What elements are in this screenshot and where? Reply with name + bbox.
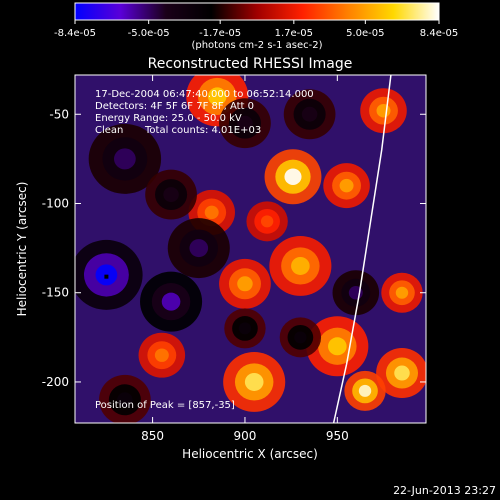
annotation-total-counts: Total counts: 4.01E+03 — [144, 125, 261, 136]
heatmap-source — [207, 87, 227, 106]
annotation-detectors: Detectors: 4F 5F 6F 7F 8F, Att 0 — [95, 101, 254, 112]
heatmap-source — [395, 286, 409, 299]
colorbar-strip — [74, 2, 440, 21]
heatmap-source — [163, 187, 179, 203]
annotation-method: Clean — [95, 125, 123, 136]
peak-marker — [104, 274, 109, 279]
heatmap-source — [189, 239, 209, 258]
heatmap-source — [237, 276, 253, 292]
y-tick-label: -50 — [49, 107, 69, 121]
heatmap-source — [358, 384, 372, 397]
chart-title: Reconstructed RHESSI Image — [148, 56, 353, 72]
plot-area: 850 900 950 -50 -100 -150 -200 Reconstructed R… — [15, 56, 427, 461]
solar-limb-curve — [332, 75, 392, 423]
heatmap-source — [238, 322, 252, 335]
footer-timestamp: 22-Jun-2013 23:27 — [393, 484, 496, 497]
heatmap-source — [301, 106, 318, 122]
axis-ticks: 850 900 950 -50 -100 -150 -200 — [42, 75, 426, 443]
heatmap-source — [114, 148, 136, 170]
heatmap-source — [154, 348, 169, 362]
colorbar-tick-label: -5.0e-05 — [128, 28, 170, 39]
colorbar-tick-label: -1.7e-05 — [199, 28, 241, 39]
colorbar-tick-label: 1.7e-05 — [275, 28, 313, 39]
heatmap-source — [161, 292, 181, 311]
heatmap-source — [284, 168, 302, 185]
y-axis-label: Heliocentric Y (arcsec) — [15, 182, 29, 317]
heatmap-layer — [75, 75, 426, 423]
x-axis-label: Heliocentric X (arcsec) — [182, 447, 318, 461]
annotation-energy-range: Energy Range: 25.0 - 50.0 kV — [95, 113, 242, 124]
x-tick-label: 950 — [326, 429, 349, 443]
heatmap-source — [117, 392, 133, 408]
colorbar: -8.4e-05 -5.0e-05 -1.7e-05 1.7e-05 5.0e-05 8.… — [54, 2, 458, 51]
y-tick-label: -200 — [42, 375, 69, 389]
heatmap-source — [294, 331, 307, 344]
heatmap-source — [204, 205, 219, 220]
x-tick-label: 900 — [234, 429, 257, 443]
annotation-peak-position: Position of Peak = [857,-35] — [95, 400, 235, 411]
y-tick-label: -100 — [42, 196, 69, 210]
colorbar-tick-label: 8.4e-05 — [420, 28, 458, 39]
colorbar-tick-label: -8.4e-05 — [54, 28, 96, 39]
annotation-time-range: 17-Dec-2004 06:47:40.000 to 06:52:14.000 — [95, 89, 314, 100]
heatmap-source — [260, 215, 274, 228]
y-tick-label: -150 — [42, 286, 69, 300]
heatmap-source — [237, 115, 253, 131]
plot-frame — [74, 74, 427, 424]
heatmap-source — [339, 178, 354, 193]
heatmap-source — [244, 372, 264, 391]
colorbar-units-label: (photons cm-2 s-1 asec-2) — [191, 40, 322, 51]
heatmap-source — [291, 256, 310, 275]
x-tick-label: 850 — [141, 429, 164, 443]
colorbar-tick-label: 5.0e-05 — [346, 28, 384, 39]
heatmap-source — [328, 337, 347, 356]
heatmap-source — [394, 365, 410, 381]
heatmap-source — [376, 103, 391, 118]
colorbar-ticks: -8.4e-05 -5.0e-05 -1.7e-05 1.7e-05 5.0e-05 8.… — [54, 20, 458, 39]
